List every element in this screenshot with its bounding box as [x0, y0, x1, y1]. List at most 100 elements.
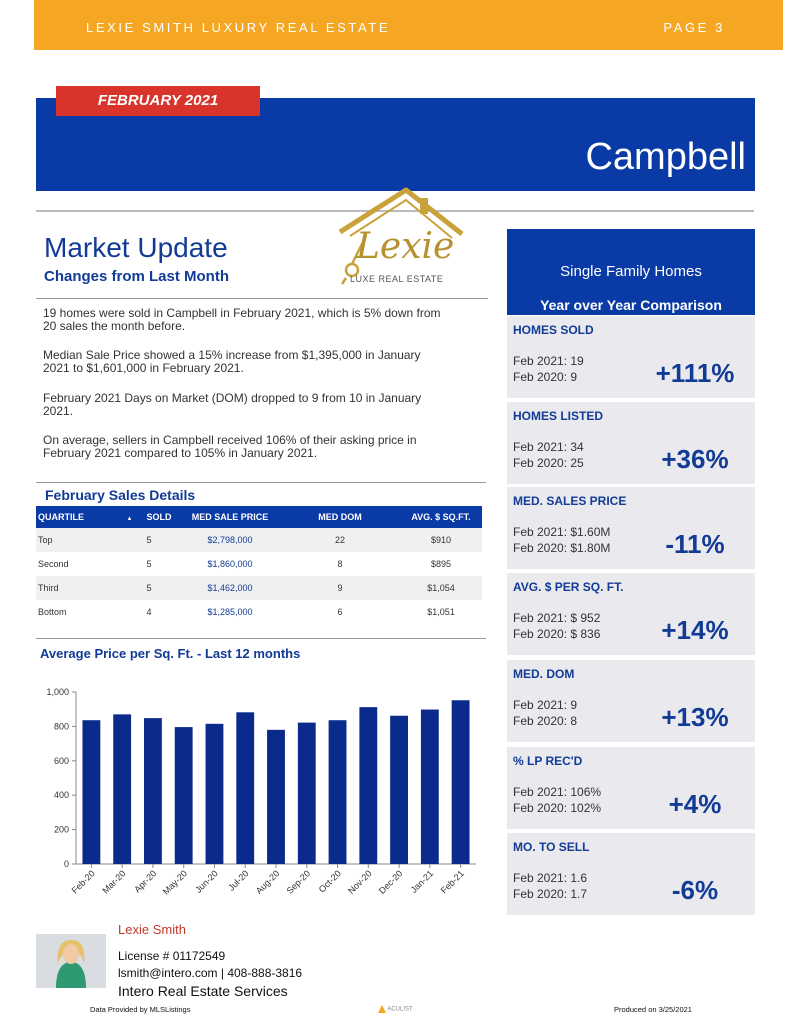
cell-sold: 5: [118, 528, 180, 552]
agent-name: Lexie Smith: [118, 922, 186, 937]
x-tick-label: Aug-20: [254, 868, 282, 896]
stat-label: % LP REC'D: [513, 754, 583, 768]
column-header-med-dom[interactable]: MED DOM: [280, 506, 400, 528]
stat-previous: Feb 2020: 25: [513, 456, 584, 470]
x-tick-label: Oct-20: [317, 868, 343, 894]
sales-details-table: QUARTILE ▲ SOLD MED SALE PRICE MED DOM AV…: [36, 506, 482, 624]
bar: [328, 720, 347, 864]
month-tag: FEBRUARY 2021: [56, 86, 260, 116]
stat-label: AVG. $ PER SQ. FT.: [513, 580, 624, 594]
x-tick-label: May-20: [161, 868, 189, 896]
cell-med-sale-price: $1,285,000: [207, 607, 253, 617]
stat-card-avg-per-sqft: AVG. $ PER SQ. FT. Feb 2021: $ 952 Feb 2…: [507, 573, 755, 655]
y-tick-label: 800: [54, 721, 69, 731]
market-paragraph: On average, sellers in Campbell received…: [43, 433, 417, 460]
stat-previous: Feb 2020: 102%: [513, 801, 602, 815]
stat-label: MED. SALES PRICE: [513, 494, 627, 508]
stat-current: Feb 2021: 9: [513, 698, 578, 712]
bar: [451, 700, 470, 864]
comparison-title: Single Family Homes: [560, 263, 702, 280]
market-update-title: Market Update: [44, 232, 228, 263]
stat-card-med-dom: MED. DOM Feb 2021: 9 Feb 2020: 8 +13%: [507, 660, 755, 742]
stat-label: MED. DOM: [513, 667, 575, 681]
market-paragraph: Median Sale Price showed a 15% increase …: [43, 348, 421, 375]
x-tick-label: Jul-20: [226, 868, 250, 892]
divider: [36, 298, 488, 299]
bar: [359, 707, 378, 864]
stat-current: Feb 2021: $ 952: [513, 611, 601, 625]
x-tick-label: Jan-21: [409, 868, 436, 895]
stat-change: +14%: [661, 615, 729, 645]
bar: [236, 712, 255, 864]
cell-med-dom: 9: [280, 576, 400, 600]
data-source-note: Data Provided by MLSListings: [90, 1005, 191, 1014]
stat-change: +13%: [661, 702, 729, 732]
stat-current: Feb 2021: 19: [513, 354, 584, 368]
stat-label: HOMES LISTED: [513, 409, 604, 423]
stat-card-months-to-sell: MO. TO SELL Feb 2021: 1.6 Feb 2020: 1.7 …: [507, 833, 755, 915]
bar: [420, 709, 439, 864]
agent-company: Intero Real Estate Services: [118, 983, 288, 999]
cell-med-sale-price: $2,798,000: [180, 528, 280, 552]
y-tick-label: 0: [64, 859, 69, 869]
stat-change: +4%: [668, 789, 722, 819]
stat-previous: Feb 2020: 1.7: [513, 887, 588, 901]
column-header-med-sale-price[interactable]: MED SALE PRICE: [180, 506, 280, 528]
stat-card-lp-received: % LP REC'D Feb 2021: 106% Feb 2020: 102%…: [507, 747, 755, 829]
stat-card-homes-listed: HOMES LISTED Feb 2021: 34 Feb 2020: 25 +…: [507, 402, 755, 484]
sales-details-title: February Sales Details: [45, 487, 196, 503]
y-tick-label: 1,000: [46, 687, 69, 697]
stat-change: -6%: [671, 875, 719, 905]
x-tick-label: Mar-20: [100, 868, 127, 895]
x-tick-label: Apr-20: [132, 868, 158, 894]
bar: [267, 729, 285, 864]
divider: [36, 210, 754, 212]
cell-sold: 5: [118, 576, 180, 600]
cell-med-dom: 6: [337, 607, 343, 617]
cell-med-sale-price: $1,462,000: [180, 576, 280, 600]
city-title: Campbell: [585, 136, 746, 178]
y-tick-label: 600: [54, 756, 69, 766]
brand-name: LEXIE SMITH LUXURY REAL ESTATE: [86, 20, 391, 35]
table-row: Top 5 $2,798,000 22 $910: [36, 528, 482, 552]
divider: [36, 482, 486, 483]
stat-change: -11%: [665, 529, 725, 559]
stat-change: +36%: [661, 444, 729, 474]
table-row: Third 5 $1,462,000 9 $1,054: [36, 576, 482, 600]
bar: [144, 718, 162, 864]
stat-card-homes-sold: HOMES SOLD Feb 2021: 19 Feb 2020: 9 +111…: [507, 316, 755, 398]
market-update-subtitle: Changes from Last Month: [44, 268, 230, 285]
agent-contact[interactable]: lsmith@intero.com | 408-888-3816: [118, 966, 303, 980]
bar: [82, 720, 101, 864]
table-header-row: QUARTILE ▲ SOLD MED SALE PRICE MED DOM AV…: [36, 506, 482, 528]
x-tick-label: Jun-20: [193, 868, 220, 895]
cell-quartile: Second: [38, 559, 69, 569]
stat-label: HOMES SOLD: [513, 323, 594, 337]
column-header-quartile[interactable]: QUARTILE: [36, 506, 118, 528]
stat-current: Feb 2021: 1.6: [513, 871, 588, 885]
page-number: PAGE 3: [663, 20, 725, 35]
y-tick-label: 400: [54, 790, 69, 800]
column-header-sold[interactable]: ▲ SOLD: [118, 506, 180, 528]
comparison-subtitle: Year over Year Comparison: [540, 297, 722, 313]
cell-med-sale-price: $1,860,000: [207, 559, 253, 569]
column-header-avg-sqft[interactable]: AVG. $ SQ.FT.: [400, 506, 482, 528]
cell-sold: 4: [146, 607, 152, 617]
cell-quartile: Top: [36, 528, 118, 552]
y-tick-label: 200: [54, 825, 69, 835]
divider: [36, 638, 486, 639]
cell-quartile: Third: [36, 576, 118, 600]
cell-avg-sqft: $910: [400, 528, 482, 552]
table-row: Bottom 4 $1,285,000 6 $1,051: [36, 600, 482, 624]
bar: [205, 723, 224, 864]
stat-current: Feb 2021: $1.60M: [513, 525, 611, 539]
cell-avg-sqft: $1,054: [400, 576, 482, 600]
top-banner: LEXIE SMITH LUXURY REAL ESTATE PAGE 3: [34, 0, 783, 50]
market-paragraph: 19 homes were sold in Campbell in Februa…: [43, 306, 441, 333]
x-tick-label: Feb-21: [439, 868, 466, 895]
x-tick-label: Dec-20: [377, 868, 405, 896]
bar: [297, 722, 316, 864]
stat-label: MO. TO SELL: [513, 840, 590, 854]
aculist-logo: ACULIST: [378, 1005, 413, 1013]
cell-sold: 5: [146, 559, 152, 569]
